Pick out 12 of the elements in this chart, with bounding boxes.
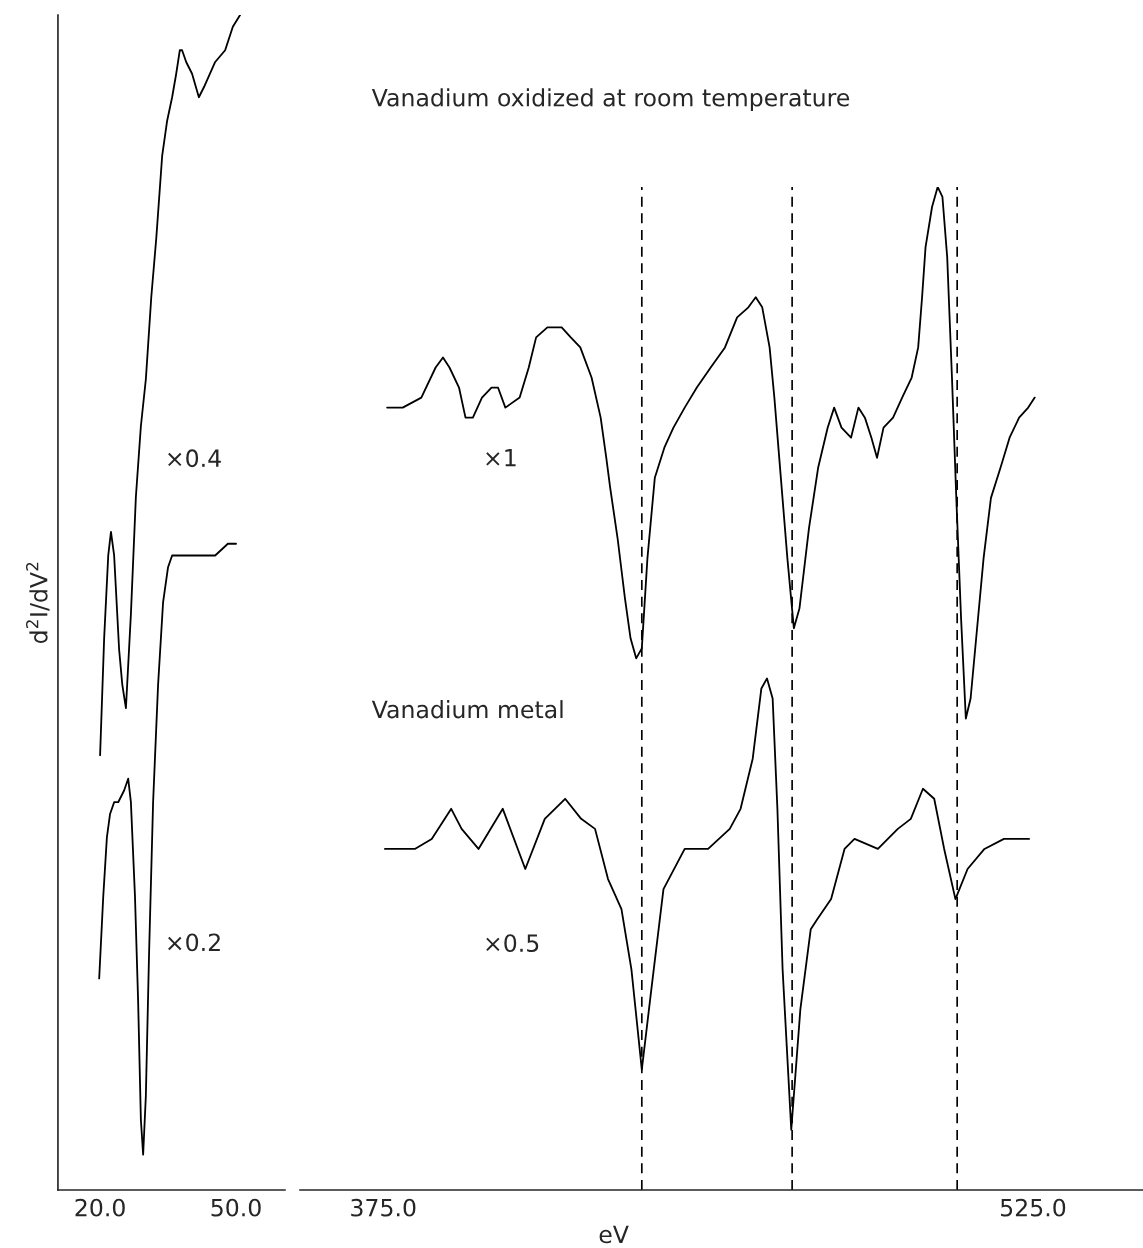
series-label: ×1 [486,449,516,467]
x-tick-label: 20.0 [75,1198,125,1217]
x-tick-label: 525.0 [1001,1198,1066,1217]
text: ×0.5 [486,934,539,953]
series-label: ×0.4 [168,449,221,468]
annotation: Vanadium metal [371,700,563,719]
series-label: ×0.2 [168,933,220,952]
text: Vanadium oxidized at room temperature [371,88,850,112]
x-tick-label: 375.0 [351,1198,416,1217]
x-tick-label: 50.0 [211,1198,261,1217]
y-axis-title: d$^{2}$I/dV$^{2}$ [26,562,50,644]
x-axis-title: eV [599,1225,629,1244]
